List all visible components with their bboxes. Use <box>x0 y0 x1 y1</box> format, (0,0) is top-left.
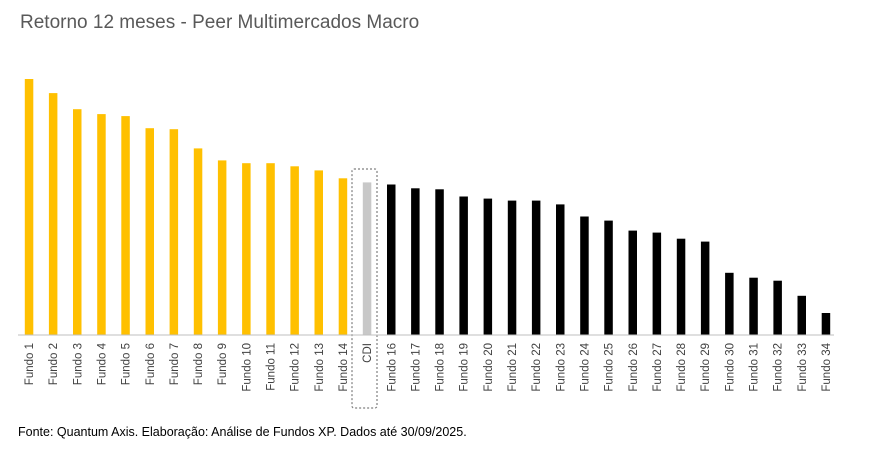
bar-fundo-12 <box>290 166 299 335</box>
bar-fundo-19 <box>459 196 468 335</box>
tick-label-fundo-25: Fundo 25 <box>604 343 616 392</box>
tick-label-fundo-9: Fundo 9 <box>217 343 229 385</box>
bar-fundo-24 <box>580 216 589 335</box>
bar-fundo-29 <box>700 241 710 335</box>
tick-label-fundo-30: Fundo 30 <box>724 343 736 392</box>
tick-label-fundo-5: Fundo 5 <box>121 343 133 385</box>
bar-fundo-27 <box>652 232 662 335</box>
tick-label-fundo-24: Fundo 24 <box>579 342 591 391</box>
bar-fundo-33 <box>797 295 806 335</box>
bar-fundo-1 <box>24 79 34 335</box>
tick-label-fundo-29: Fundo 29 <box>700 343 712 392</box>
tick-label-fundo-6: Fundo 6 <box>145 343 157 385</box>
tick-label-fundo-23: Fundo 23 <box>555 343 567 392</box>
tick-label-fundo-21: Fundo 21 <box>507 343 519 392</box>
tick-label-fundo-20: Fundo 20 <box>483 343 495 392</box>
bar-fundo-6 <box>145 128 154 335</box>
tick-label-fundo-26: Fundo 26 <box>628 343 640 392</box>
bar-fundo-30 <box>725 272 734 335</box>
tick-label-cdi: CDI <box>362 343 374 363</box>
bar-fundo-32 <box>773 280 782 335</box>
bar-fundo-8 <box>193 148 203 335</box>
tick-label-fundo-27: Fundo 27 <box>652 343 664 392</box>
bar-fundo-34 <box>821 313 831 335</box>
tick-label-fundo-12: Fundo 12 <box>290 343 302 392</box>
tick-label-fundo-14: Fundo 14 <box>338 342 350 391</box>
bars-group <box>24 79 831 335</box>
tick-label-fundo-2: Fundo 2 <box>48 343 60 385</box>
bar-fundo-4 <box>97 114 106 335</box>
tick-label-fundo-10: Fundo 10 <box>241 343 253 392</box>
tick-label-fundo-32: Fundo 32 <box>773 343 785 392</box>
bar-cdi <box>362 182 372 335</box>
bar-fundo-17 <box>411 188 420 335</box>
bar-fundo-25 <box>604 220 613 335</box>
bar-fundo-26 <box>628 230 637 335</box>
bar-fundo-14 <box>338 178 348 335</box>
tick-label-fundo-3: Fundo 3 <box>72 343 84 385</box>
bar-fundo-16 <box>387 184 396 335</box>
tick-label-fundo-13: Fundo 13 <box>314 343 326 392</box>
bar-fundo-22 <box>531 200 541 335</box>
cdi-highlight-box <box>351 168 378 409</box>
tick-label-fundo-4: Fundo 4 <box>96 342 108 385</box>
tick-label-fundo-22: Fundo 22 <box>531 343 543 392</box>
tick-label-fundo-16: Fundo 16 <box>386 343 398 392</box>
tick-label-fundo-34: Fundo 34 <box>821 342 833 391</box>
tick-label-fundo-11: Fundo 11 <box>266 343 278 391</box>
bar-fundo-13 <box>314 170 323 335</box>
bar-fundo-31 <box>749 277 758 335</box>
tick-label-fundo-8: Fundo 8 <box>193 343 205 385</box>
source-note: Fonte: Quantum Axis. Elaboração: Análise… <box>18 425 467 439</box>
bar-fundo-7 <box>169 129 179 335</box>
x-tick-labels: Fundo 1 Fundo 2 Fundo 3 Fundo 4 Fundo 5 Fundo… <box>24 342 833 391</box>
bar-fundo-21 <box>507 200 517 335</box>
bar-fundo-11 <box>266 163 275 335</box>
bar-fundo-18 <box>435 189 444 335</box>
tick-label-fundo-18: Fundo 18 <box>435 343 447 392</box>
tick-label-fundo-33: Fundo 33 <box>797 343 809 392</box>
tick-label-fundo-17: Fundo 17 <box>410 343 422 392</box>
bar-fundo-2 <box>48 93 58 335</box>
chart-title: Retorno 12 meses - Peer Multimercados Ma… <box>20 12 420 33</box>
bar-fundo-28 <box>676 238 686 335</box>
tick-label-fundo-7: Fundo 7 <box>169 343 181 385</box>
bar-fundo-9 <box>217 160 227 335</box>
tick-label-fundo-31: Fundo 31 <box>749 343 761 392</box>
tick-label-fundo-1: Fundo 1 <box>24 343 36 385</box>
tick-label-fundo-28: Fundo 28 <box>676 343 688 392</box>
tick-label-fundo-19: Fundo 19 <box>459 343 471 392</box>
bar-fundo-23 <box>556 204 565 335</box>
bar-fundo-5 <box>121 116 130 335</box>
bar-fundo-10 <box>242 163 251 335</box>
bar-fundo-20 <box>483 198 493 335</box>
bar-fundo-3 <box>73 109 82 335</box>
